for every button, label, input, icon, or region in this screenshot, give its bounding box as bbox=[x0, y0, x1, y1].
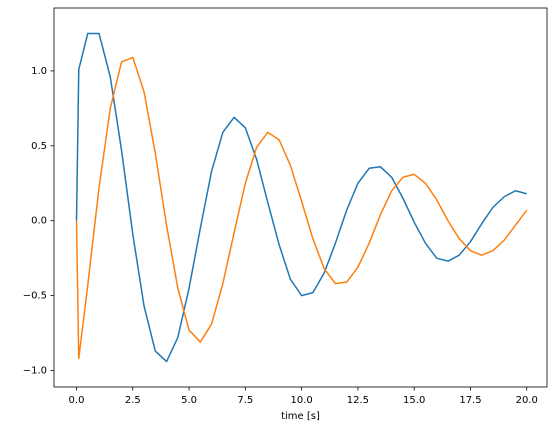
x-axis-label: time [s] bbox=[281, 411, 320, 422]
x-tick-label: 20.0 bbox=[516, 395, 538, 406]
line-series bbox=[75, 32, 527, 363]
y-tick-label: 1.0 bbox=[31, 66, 47, 77]
y-tick-label: −0.5 bbox=[23, 291, 47, 302]
x-tick-label: 5.0 bbox=[181, 395, 197, 406]
x-tick-label: 15.0 bbox=[403, 395, 425, 406]
y-tick-label: 0.5 bbox=[31, 141, 47, 152]
x-tick-label: 0.0 bbox=[69, 395, 85, 406]
y-tick-label: −1.0 bbox=[23, 366, 47, 377]
x-tick-label: 10.0 bbox=[290, 395, 312, 406]
x-tick-label: 7.5 bbox=[237, 395, 253, 406]
x-tick-label: 2.5 bbox=[125, 395, 141, 406]
y-tick-label: 0.0 bbox=[31, 216, 47, 227]
x-tick-label: 17.5 bbox=[459, 395, 481, 406]
line-series bbox=[75, 56, 528, 360]
x-tick-label: 12.5 bbox=[347, 395, 369, 406]
axes-frame bbox=[53, 7, 548, 388]
